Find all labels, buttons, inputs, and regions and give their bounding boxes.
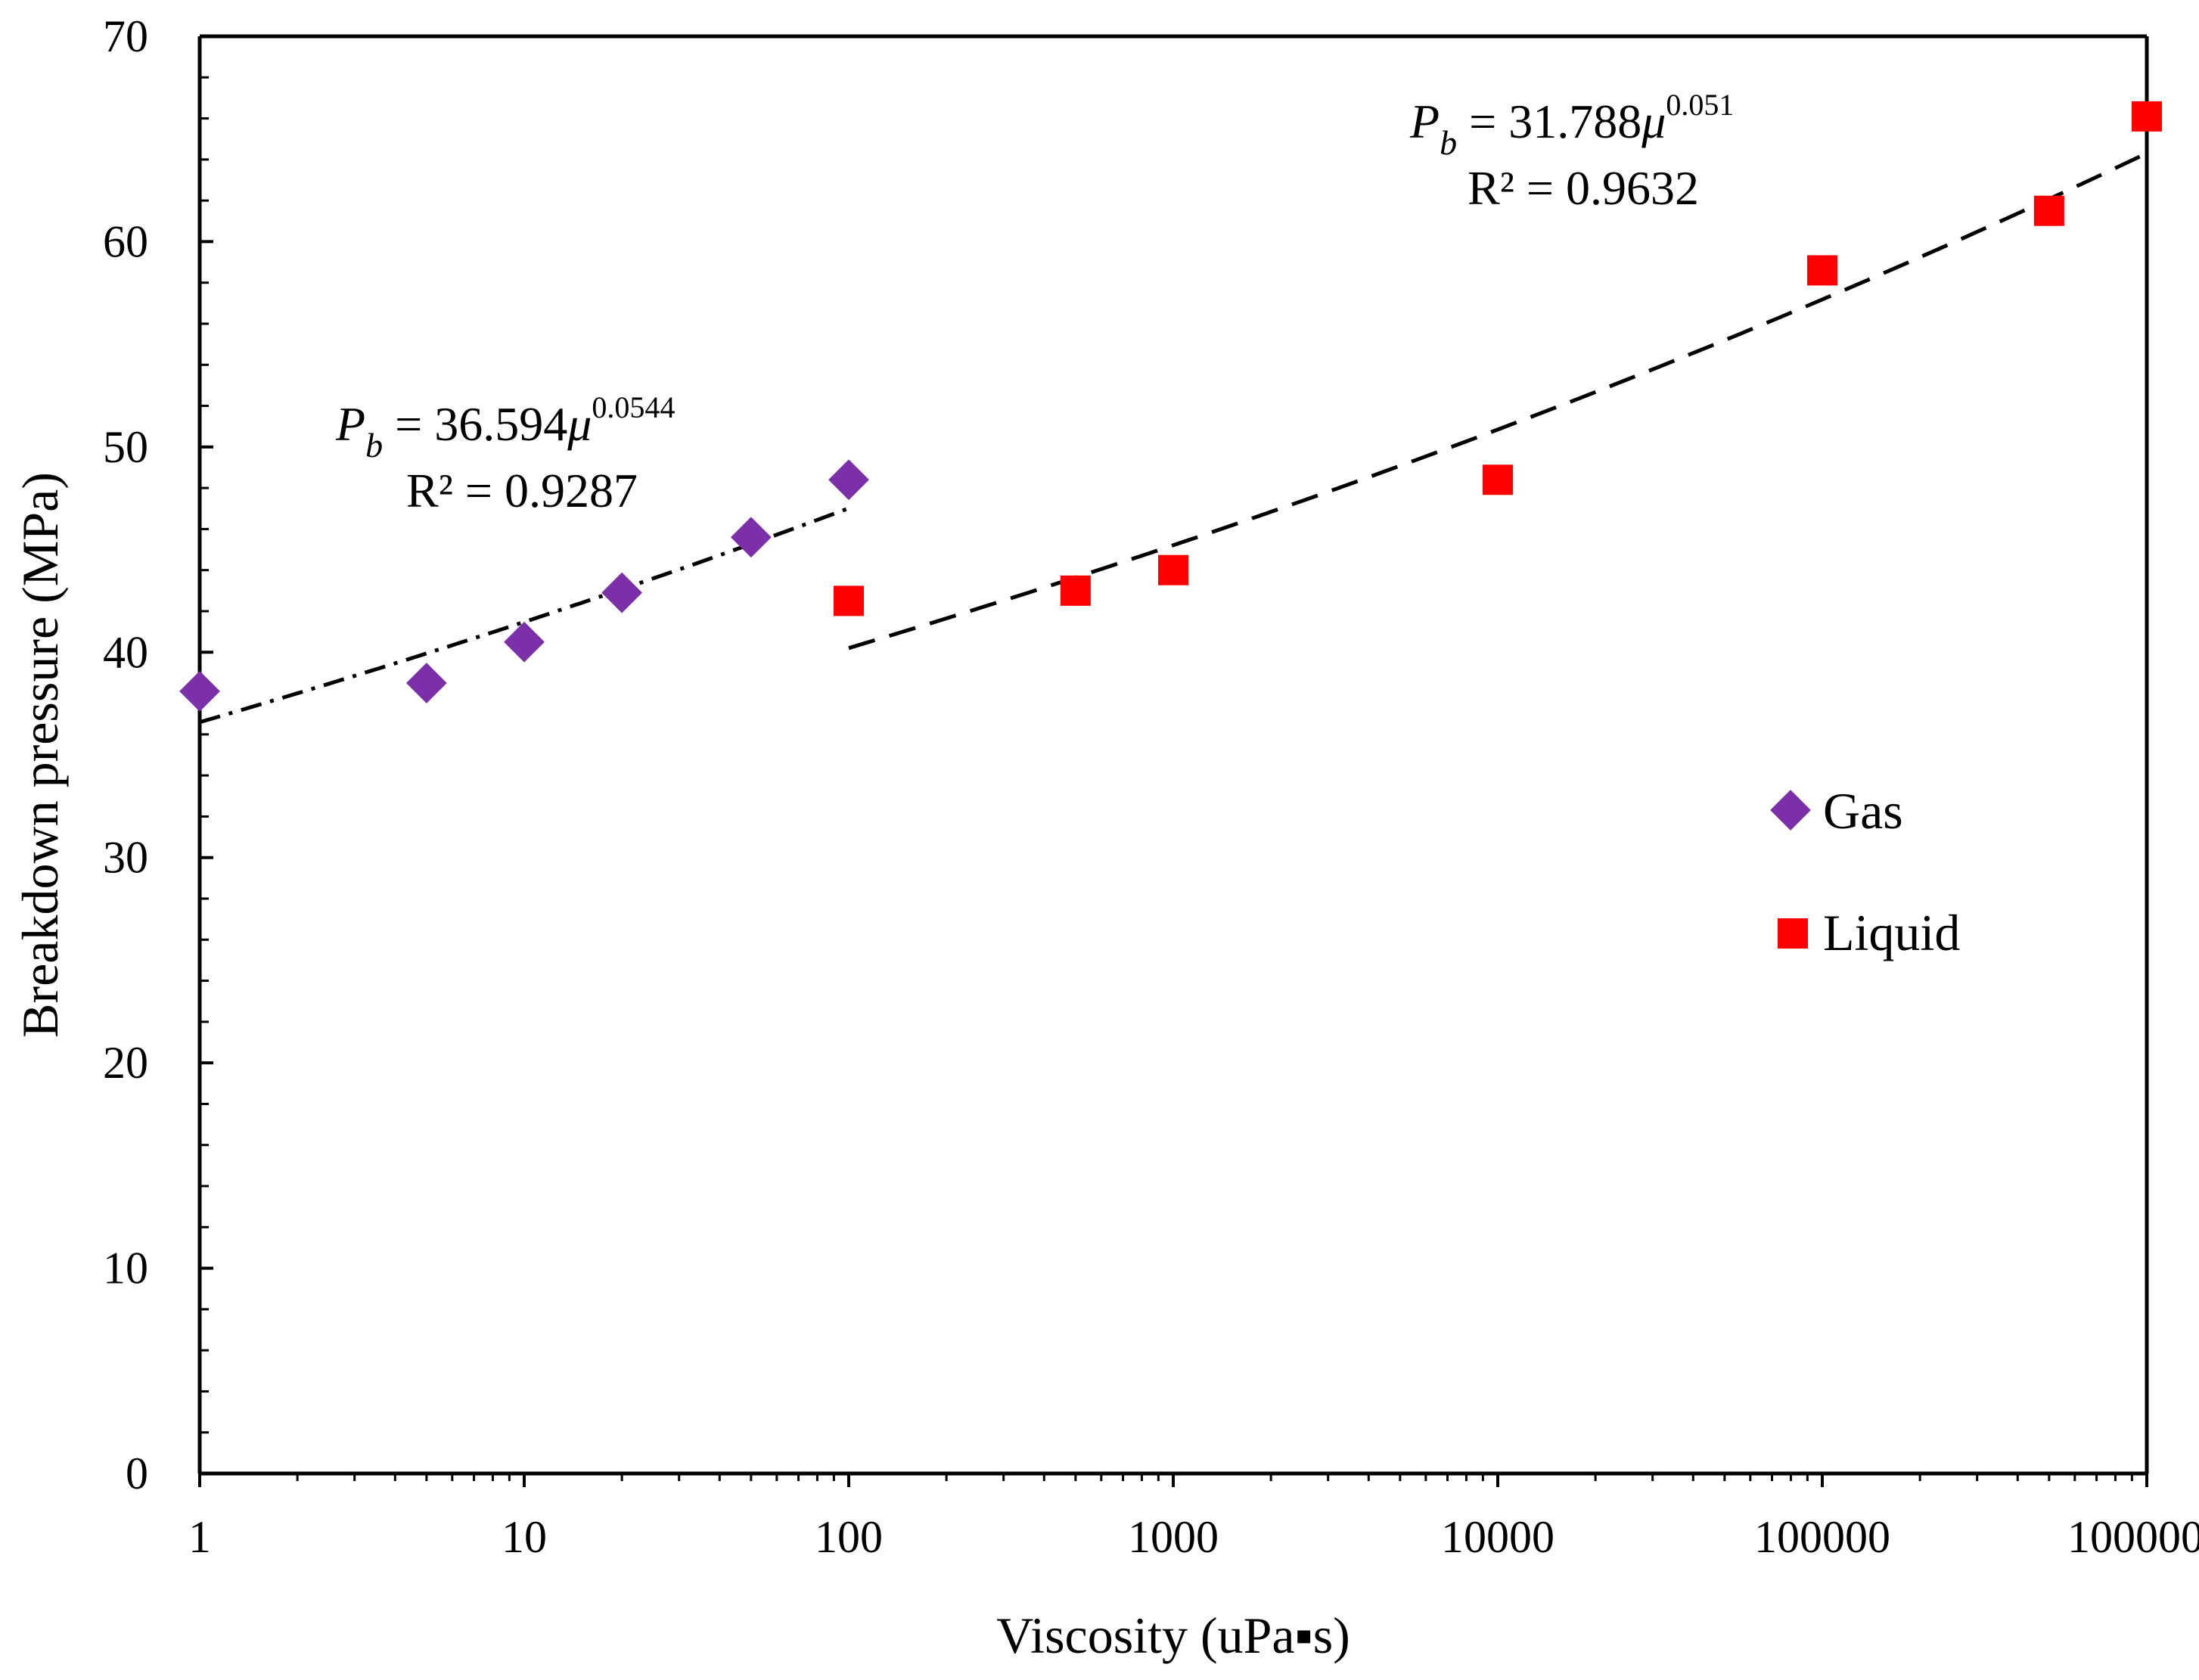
liquid-point [1483, 464, 1513, 495]
liquid-point [2033, 195, 2064, 226]
y-tick-label: 60 [103, 216, 148, 266]
x-tick-label: 1000 [1128, 1512, 1219, 1562]
gas-point [730, 517, 772, 558]
liquid-eq-rhs: = 31.788 [1457, 95, 1641, 148]
legend: Gas Liquid [1770, 782, 1960, 961]
y-axis-title: Breakdown pressure (MPa) [11, 472, 69, 1038]
y-tick-label: 70 [103, 11, 148, 61]
svg-text:Pb = 36.594μ0.0544: Pb = 36.594μ0.0544 [335, 390, 675, 464]
x-axis-title: Viscosity (uPa▪s) [996, 1607, 1350, 1664]
gas-eq-var: μ [567, 397, 592, 451]
x-tick-label: 10000 [1441, 1512, 1555, 1562]
liquid-eq-var: μ [1641, 95, 1666, 148]
legend-marker-liquid [1778, 918, 1808, 949]
gas-eq-rhs: = 36.594 [383, 397, 567, 451]
y-tick-label: 40 [103, 627, 148, 677]
gas-eq-power: 0.0544 [592, 390, 675, 424]
y-tick-label: 10 [103, 1244, 148, 1293]
y-tick-label: 30 [103, 833, 148, 883]
y-tick-label: 20 [103, 1038, 148, 1088]
liquid-point [1158, 554, 1188, 585]
legend-label-gas: Gas [1823, 782, 1903, 840]
legend-marker-gas [1770, 790, 1811, 831]
liquid-eq-sub: b [1440, 123, 1457, 162]
y-ticks: 0 10 20 30 40 50 60 70 [103, 11, 213, 1498]
svg-text:Pb = 31.788μ0.051: Pb = 31.788μ0.051 [1409, 88, 1734, 162]
axes [197, 34, 2149, 1476]
liquid-point [834, 585, 864, 616]
gas-trendline [199, 506, 849, 725]
legend-label-liquid: Liquid [1823, 904, 1960, 961]
liquid-eq-power: 0.051 [1666, 88, 1734, 122]
gas-point [405, 663, 447, 703]
liquid-trend-equation: Pb = 31.788μ0.051 R² = 0.9632 [1409, 88, 1734, 215]
liquid-eq-lhs: P [1409, 95, 1440, 148]
gas-r2: R² = 0.9287 [406, 464, 638, 517]
liquid-trendline [848, 151, 2148, 651]
y-tick-label: 0 [126, 1449, 148, 1498]
gas-eq-sub: b [365, 426, 383, 464]
gas-point [828, 459, 869, 501]
x-tick-label: 100 [815, 1512, 883, 1562]
liquid-point [2132, 101, 2162, 132]
liquid-point [1807, 255, 1837, 286]
liquid-r2: R² = 0.9632 [1468, 161, 1699, 215]
gas-eq-lhs: P [335, 397, 365, 451]
gas-point [179, 670, 220, 712]
gas-point [601, 572, 643, 613]
gas-trend-equation: Pb = 36.594μ0.0544 R² = 0.9287 [335, 390, 675, 517]
gas-point [504, 621, 545, 663]
y-tick-label: 50 [103, 422, 148, 472]
x-tick-label: 1 [188, 1512, 211, 1562]
x-tick-label: 10 [502, 1512, 547, 1562]
liquid-point [1060, 575, 1091, 606]
x-tick-label: 100000 [1754, 1512, 1890, 1562]
